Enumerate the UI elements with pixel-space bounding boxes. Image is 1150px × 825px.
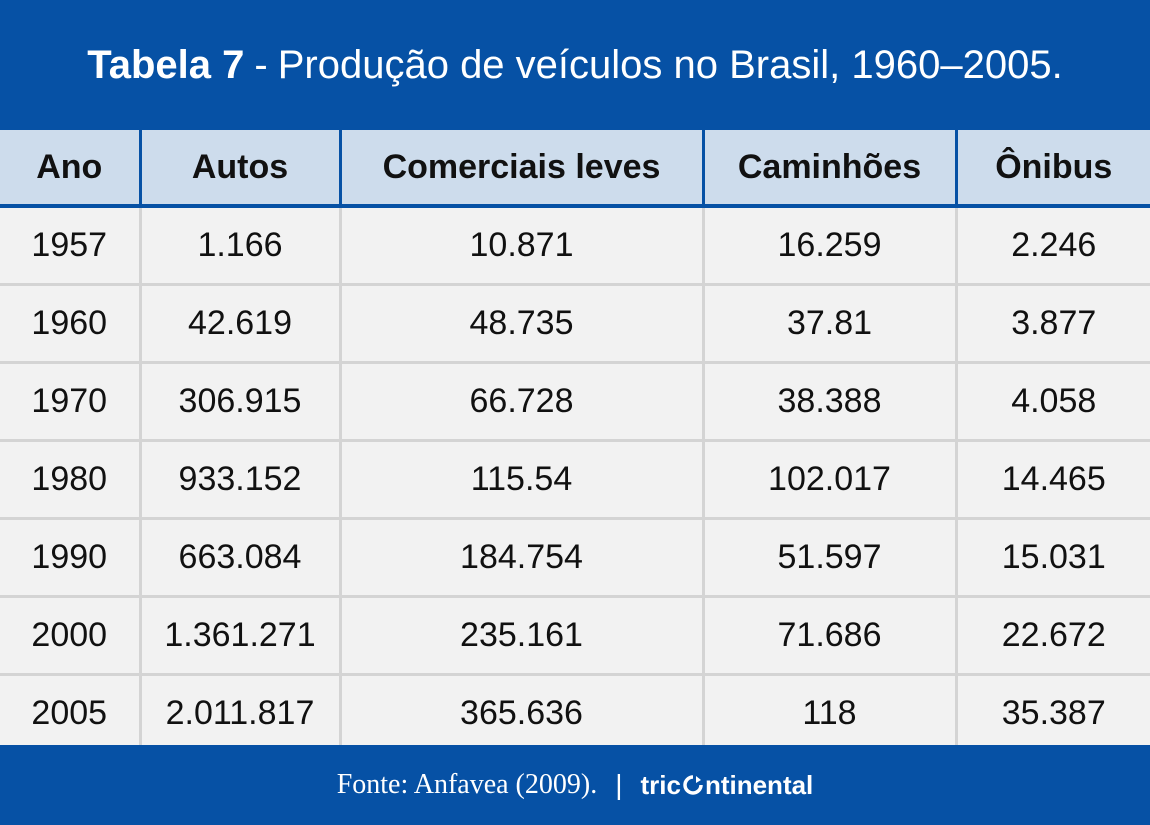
- tricontinental-logo: tric ntinental: [640, 770, 813, 801]
- value-cell: 4.058: [954, 362, 1150, 442]
- value-cell: 1.361.271: [138, 596, 340, 676]
- footer: Fonte: Anfavea (2009). | tric ntinental: [0, 745, 1150, 825]
- value-cell: 16.259: [701, 206, 956, 286]
- value-cell: 10.871: [338, 206, 703, 286]
- year-cell: 2000: [0, 596, 140, 676]
- value-cell: 365.636: [338, 674, 703, 751]
- source-note: Fonte: Anfavea (2009).: [336, 769, 598, 800]
- year-cell: 1960: [0, 284, 140, 364]
- table-body: 1957 1.166 10.871 16.259 2.246 1960 42.619 48.7…: [0, 206, 1150, 751]
- table-row: 1957 1.166 10.871 16.259 2.246: [0, 206, 1150, 286]
- value-cell: 102.017: [701, 440, 956, 520]
- value-cell: 66.728: [338, 362, 703, 442]
- column-header: Autos: [138, 130, 340, 208]
- value-cell: 235.161: [338, 596, 703, 676]
- table-row: 1990 663.084 184.754 51.597 15.031: [0, 518, 1150, 598]
- value-cell: 306.915: [138, 362, 340, 442]
- value-cell: 663.084: [138, 518, 340, 598]
- value-cell: 48.735: [338, 284, 703, 364]
- value-cell: 42.619: [138, 284, 340, 364]
- table-title: Tabela 7 - Produção de veículos no Brasi…: [0, 0, 1150, 130]
- value-cell: 184.754: [338, 518, 703, 598]
- data-table-container: Ano Autos Comerciais leves Caminhões Ônibus …: [0, 130, 1150, 751]
- logo-prefix: tric: [640, 769, 681, 800]
- header-row: Ano Autos Comerciais leves Caminhões Ônibus: [0, 130, 1150, 208]
- value-cell: 118: [701, 674, 956, 751]
- table-row: 2005 2.011.817 365.636 118 35.387: [0, 674, 1150, 751]
- value-cell: 35.387: [954, 674, 1150, 751]
- table-row: 2000 1.361.271 235.161 71.686 22.672: [0, 596, 1150, 676]
- value-cell: 115.54: [338, 440, 703, 520]
- value-cell: 3.877: [954, 284, 1150, 364]
- column-header: Caminhões: [701, 130, 956, 208]
- table-row: 1970 306.915 66.728 38.388 4.058: [0, 362, 1150, 442]
- footer-divider: |: [615, 769, 623, 800]
- value-cell: 38.388: [701, 362, 956, 442]
- logo-suffix: ntinental: [704, 769, 814, 800]
- year-cell: 1980: [0, 440, 140, 520]
- year-cell: 1957: [0, 206, 140, 286]
- column-header: Ano: [0, 130, 140, 208]
- column-header: Comerciais leves: [338, 130, 703, 208]
- value-cell: 2.011.817: [138, 674, 340, 751]
- value-cell: 51.597: [701, 518, 956, 598]
- table-caption: Produção de veículos no Brasil, 1960–200…: [277, 42, 1063, 87]
- table-number: Tabela 7: [87, 42, 245, 87]
- logo-circle-icon: [683, 775, 703, 795]
- value-cell: 71.686: [701, 596, 956, 676]
- value-cell: 14.465: [954, 440, 1150, 520]
- value-cell: 933.152: [138, 440, 340, 520]
- year-cell: 2005: [31, 694, 108, 732]
- year-cell: 1970: [0, 362, 140, 442]
- table-row: 1980 933.152 115.54 102.017 14.465: [0, 440, 1150, 520]
- table-header: Ano Autos Comerciais leves Caminhões Ônibus: [0, 130, 1150, 208]
- data-table: Ano Autos Comerciais leves Caminhões Ônibus …: [0, 130, 1150, 751]
- table-row: 1960 42.619 48.735 37.81 3.877: [0, 284, 1150, 364]
- year-cell: 1990: [0, 518, 140, 598]
- value-cell: 22.672: [954, 596, 1150, 676]
- value-cell: 15.031: [954, 518, 1150, 598]
- value-cell: 1.166: [138, 206, 340, 286]
- value-cell: 37.81: [701, 284, 956, 364]
- value-cell: 2.246: [954, 206, 1150, 286]
- column-header: Ônibus: [954, 130, 1150, 208]
- title-separator: -: [254, 42, 268, 87]
